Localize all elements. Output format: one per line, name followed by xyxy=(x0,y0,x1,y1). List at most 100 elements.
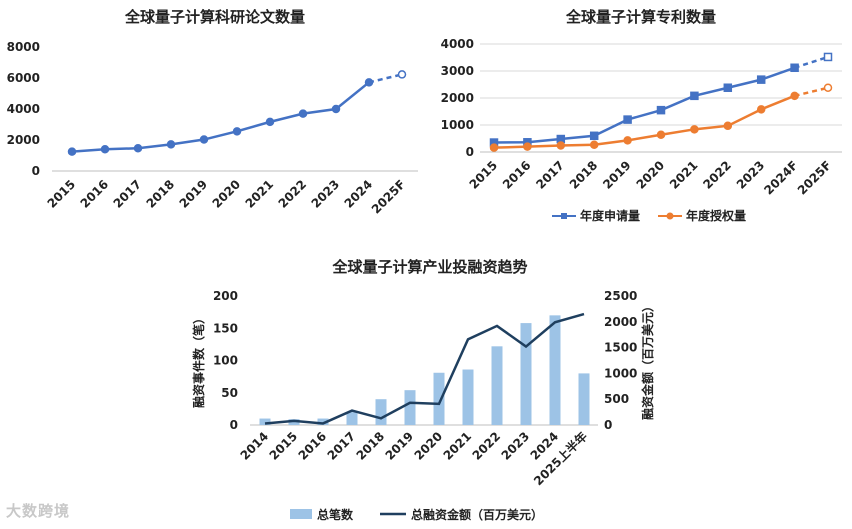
x-tick-label: 2022 xyxy=(700,158,734,192)
y-axis-ticks: 0 50 100 150 200 xyxy=(213,289,598,432)
legend-label-amount: 总融资金额（百万美元） xyxy=(411,507,543,522)
watermark-logo: 大数跨境 xyxy=(6,502,71,520)
legend-marker-grants xyxy=(666,212,674,220)
y-tick-label: 0 xyxy=(466,145,474,159)
series-line xyxy=(71,81,370,153)
data-point xyxy=(523,142,532,151)
bar xyxy=(549,315,561,425)
y-axis-ticks: 0 2000 4000 6000 8000 xyxy=(7,40,418,178)
data-point xyxy=(723,83,733,92)
bar xyxy=(491,346,503,425)
legend-marker-applications xyxy=(561,213,567,219)
y-tick-label: 100 xyxy=(213,354,238,368)
y-tick-label: 6000 xyxy=(7,71,40,85)
line-series xyxy=(264,312,585,425)
series-forecast-line xyxy=(794,55,829,69)
amount-line xyxy=(264,312,585,425)
bar xyxy=(346,412,358,425)
y-tick-label: 3000 xyxy=(441,64,474,78)
data-point xyxy=(199,135,209,144)
data-point xyxy=(133,143,143,153)
x-tick-label: 2020 xyxy=(210,177,244,211)
x-tick-label: 2023 xyxy=(309,177,343,211)
series-line xyxy=(493,94,796,149)
legend-swatch-count xyxy=(290,509,312,519)
x-tick-label: 2021 xyxy=(667,158,701,192)
x-tick-label: 2017 xyxy=(111,177,145,211)
y-tick-label: 1000 xyxy=(441,118,474,132)
data-point xyxy=(331,104,341,114)
bar xyxy=(433,372,445,425)
x-tick-label: 2014 xyxy=(238,429,272,463)
chart-title: 全球量子计算产业投融资趋势 xyxy=(331,258,527,276)
bar xyxy=(317,418,329,425)
data-point xyxy=(556,141,566,150)
y2-tick-label: 2500 xyxy=(604,289,637,303)
x-axis-ticks: 2014201520162017201820192020202120222023… xyxy=(238,429,591,489)
x-tick-label: 2020 xyxy=(412,429,446,463)
data-point xyxy=(489,143,499,152)
series-forecast-line xyxy=(794,86,829,98)
y2-tick-label: 1500 xyxy=(604,341,637,355)
x-tick-label: 2019 xyxy=(177,177,211,211)
x-tick-label: 2019 xyxy=(383,429,417,463)
x-tick-label: 2021 xyxy=(243,177,277,211)
data-point xyxy=(756,105,766,114)
plot-series xyxy=(489,52,833,152)
data-point xyxy=(756,75,766,84)
legend-label-grants: 年度授权量 xyxy=(686,208,746,223)
data-point xyxy=(298,109,308,118)
legend-label-applications: 年度申请量 xyxy=(580,208,640,223)
x-tick-label: 2016 xyxy=(500,158,534,192)
data-point xyxy=(790,91,799,101)
data-point xyxy=(656,130,666,139)
series-line xyxy=(493,66,796,144)
data-point xyxy=(690,91,699,101)
x-tick-label: 2017 xyxy=(533,158,567,192)
legend: 年度申请量 年度授权量 xyxy=(552,208,746,223)
x-tick-label: 2015 xyxy=(45,177,79,211)
y-tick-label: 2000 xyxy=(441,91,474,105)
chart-title: 全球量子计算科研论文数量 xyxy=(124,8,305,26)
y-tick-label: 50 xyxy=(221,386,238,400)
y-tick-label: 150 xyxy=(213,321,238,335)
data-point xyxy=(723,121,733,131)
data-point xyxy=(623,136,632,145)
data-point xyxy=(790,63,799,73)
y2-tick-label: 500 xyxy=(604,392,629,406)
y-tick-label: 200 xyxy=(213,289,238,303)
y-tick-label: 0 xyxy=(32,164,40,178)
data-point xyxy=(232,127,242,136)
data-point xyxy=(397,70,407,79)
data-point xyxy=(823,52,833,62)
x-tick-label: 2021 xyxy=(441,429,475,463)
data-point xyxy=(589,131,599,141)
y2-axis-ticks: 0 500 1000 1500 2000 2500 xyxy=(604,289,637,432)
investment-combo-chart: 全球量子计算产业投融资趋势 融资事件数（笔） 融资金额（百万美元） 0 50 100… xyxy=(191,258,655,522)
x-tick-label: 2016 xyxy=(296,429,330,463)
data-point xyxy=(67,147,77,156)
x-tick-label: 2022 xyxy=(470,429,504,463)
bar xyxy=(375,399,387,425)
x-tick-label: 2022 xyxy=(276,177,310,211)
chart-title: 全球量子计算专利数量 xyxy=(565,8,716,26)
data-point xyxy=(823,83,833,92)
x-tick-label: 2023 xyxy=(499,429,533,463)
y-tick-label: 2000 xyxy=(7,133,40,147)
y2-tick-label: 1000 xyxy=(604,366,637,380)
data-point xyxy=(589,140,599,149)
plot-series xyxy=(67,70,407,156)
x-tick-label: 2020 xyxy=(634,158,668,192)
x-tick-label: 2016 xyxy=(78,177,112,211)
x-tick-label: 2025F xyxy=(369,177,408,216)
legend-label-count: 总笔数 xyxy=(317,507,354,522)
left-axis-label: 融资事件数（笔） xyxy=(191,312,206,408)
data-point xyxy=(166,140,176,149)
x-tick-label: 2018 xyxy=(144,177,178,211)
x-tick-label: 2017 xyxy=(325,429,359,463)
data-point xyxy=(623,115,632,124)
